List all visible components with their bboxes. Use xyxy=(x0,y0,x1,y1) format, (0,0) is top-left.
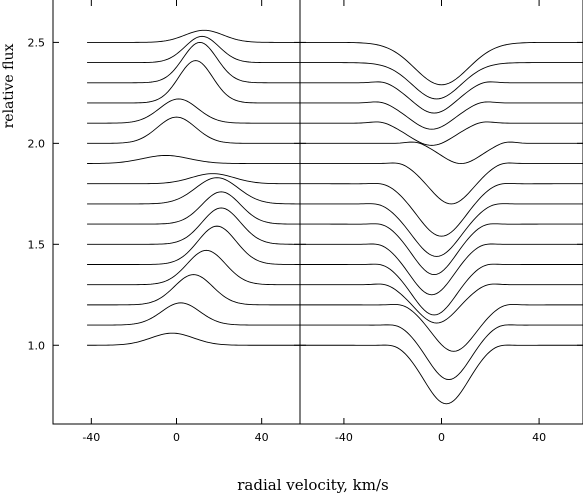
profile-line-14 xyxy=(300,81,583,114)
profile-line-7 xyxy=(87,191,301,225)
profile-line-2 xyxy=(87,302,300,326)
profile-line-16 xyxy=(300,41,583,86)
x-tick-label: 40 xyxy=(532,431,546,444)
x-tick-label: 0 xyxy=(438,431,445,444)
profile-line-6 xyxy=(300,243,583,296)
profile-line-3 xyxy=(87,274,300,306)
profile-line-8 xyxy=(300,203,583,257)
profile-line-5 xyxy=(87,225,300,265)
profile-line-9 xyxy=(87,173,300,185)
profile-line-11 xyxy=(87,116,300,144)
x-tick-label: -40 xyxy=(82,431,100,444)
profile-line-10 xyxy=(87,155,300,164)
profile-line-13 xyxy=(87,60,300,104)
y-tick-label: 2.0 xyxy=(28,137,46,150)
x-tick-label: 0 xyxy=(173,431,180,444)
profile-line-4 xyxy=(300,283,583,324)
plot-frame xyxy=(52,0,301,425)
profile-line-6 xyxy=(87,207,301,245)
left-panel: -40 0 40 1.0 1.5 2.0 2.5 xyxy=(28,0,301,444)
x-axis-label: radial velocity, km/s xyxy=(237,476,389,494)
profile-line-14 xyxy=(87,41,300,84)
plot-frame xyxy=(299,0,583,425)
profile-line-3 xyxy=(300,304,583,352)
profile-line-11 xyxy=(300,141,583,164)
profile-line-15 xyxy=(300,62,583,100)
profile-line-5 xyxy=(300,263,583,316)
profile-line-4 xyxy=(87,249,300,286)
y-tick-label: 1.5 xyxy=(28,238,46,251)
profile-line-16 xyxy=(87,29,300,43)
profile-line-12 xyxy=(87,98,300,124)
right-panel: -40 0 40 xyxy=(299,0,583,444)
x-tick-label: 40 xyxy=(255,431,269,444)
y-axis-label: relative flux xyxy=(1,44,17,129)
profile-line-13 xyxy=(300,101,583,130)
profile-line-10 xyxy=(300,162,583,205)
y-tick-label: 2.5 xyxy=(28,36,46,49)
profile-line-9 xyxy=(300,183,583,237)
x-tick-label: -40 xyxy=(335,431,353,444)
profile-line-2 xyxy=(300,324,583,381)
profile-line-7 xyxy=(300,223,583,276)
y-tick-label: 1.0 xyxy=(28,339,46,352)
profile-line-8 xyxy=(87,177,301,205)
profile-line-1 xyxy=(87,332,300,346)
profile-line-1 xyxy=(300,344,583,405)
profile-line-12 xyxy=(300,121,583,146)
profile-line-15 xyxy=(87,35,300,64)
